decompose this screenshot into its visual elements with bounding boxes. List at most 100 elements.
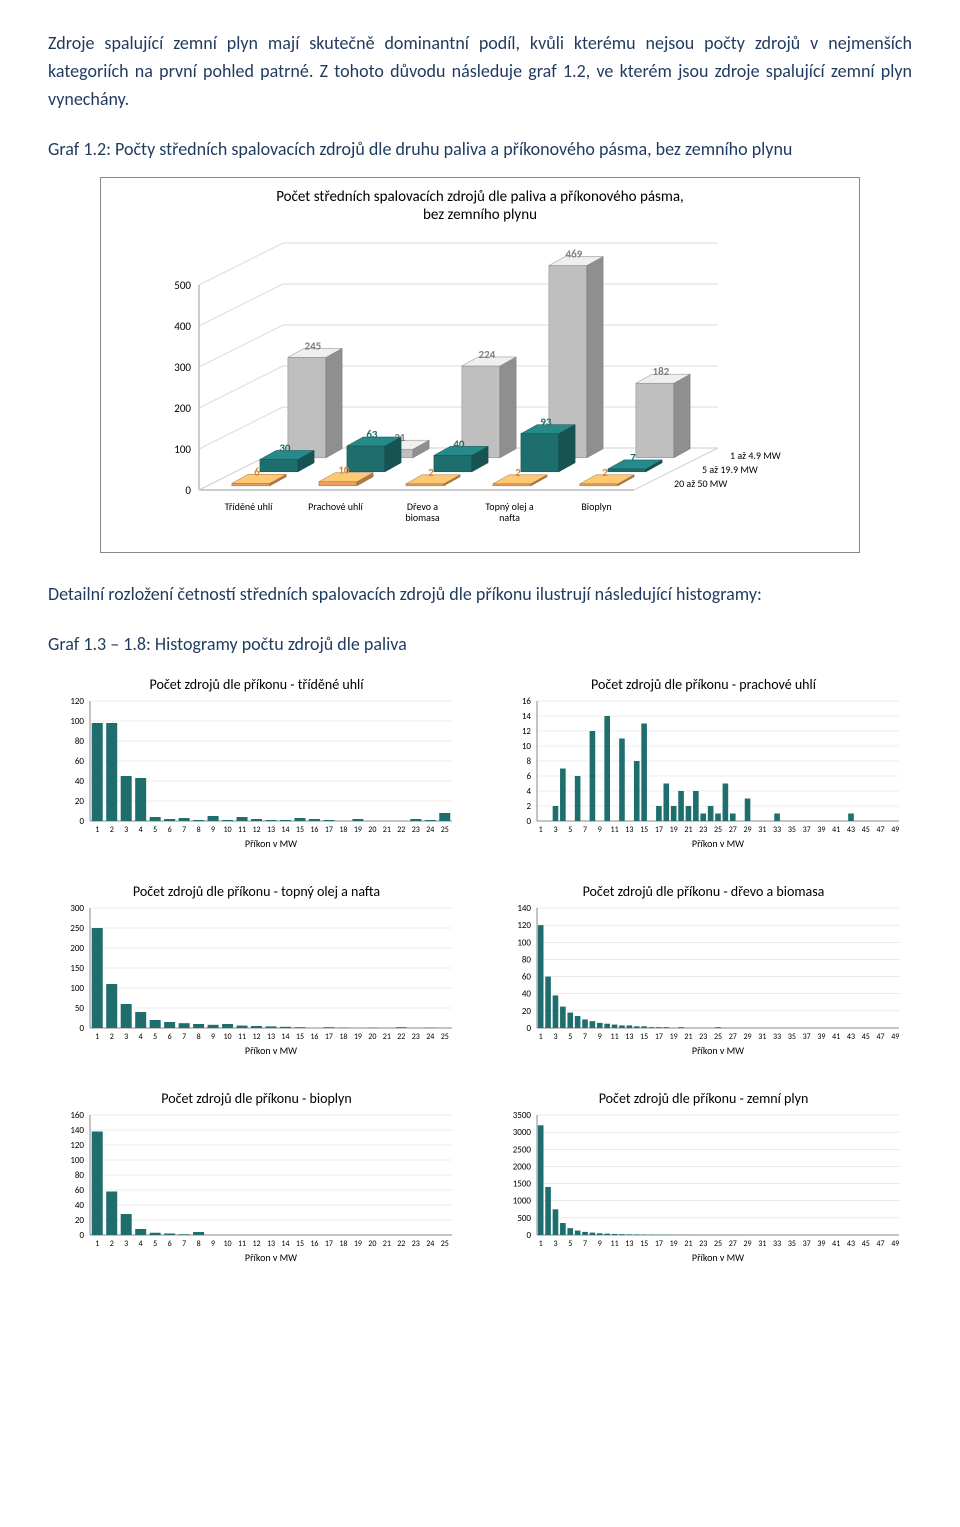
svg-text:1: 1 bbox=[95, 1239, 99, 1249]
svg-text:30: 30 bbox=[279, 441, 291, 454]
svg-text:63: 63 bbox=[366, 428, 378, 441]
svg-text:7: 7 bbox=[182, 825, 186, 835]
svg-text:35: 35 bbox=[788, 825, 796, 835]
svg-text:16: 16 bbox=[310, 1032, 318, 1042]
svg-text:16: 16 bbox=[522, 696, 532, 707]
histogram-3: Počet zdrojů dle příkonu - dřevo a bioma… bbox=[495, 877, 912, 1060]
svg-text:15: 15 bbox=[640, 825, 648, 835]
svg-text:23: 23 bbox=[412, 1032, 420, 1042]
svg-text:1000: 1000 bbox=[513, 1195, 532, 1206]
svg-text:120: 120 bbox=[70, 1140, 84, 1151]
svg-text:4: 4 bbox=[139, 825, 143, 835]
svg-text:nafta: nafta bbox=[499, 511, 520, 524]
svg-text:20: 20 bbox=[522, 1005, 532, 1016]
svg-text:2500: 2500 bbox=[513, 1144, 532, 1155]
svg-text:120: 120 bbox=[517, 920, 531, 931]
svg-text:10: 10 bbox=[224, 1239, 232, 1249]
svg-text:11: 11 bbox=[611, 1239, 619, 1249]
svg-text:23: 23 bbox=[699, 1239, 707, 1249]
svg-text:300: 300 bbox=[174, 361, 191, 374]
svg-text:6: 6 bbox=[168, 825, 172, 835]
svg-text:Příkon v MW: Příkon v MW bbox=[692, 837, 744, 850]
svg-text:20: 20 bbox=[368, 825, 376, 835]
histogram-title-3: Počet zdrojů dle příkonu - dřevo a bioma… bbox=[495, 883, 912, 900]
svg-text:biomasa: biomasa bbox=[405, 511, 440, 524]
svg-text:23: 23 bbox=[699, 825, 707, 835]
svg-text:0: 0 bbox=[526, 816, 531, 827]
svg-text:8: 8 bbox=[197, 825, 201, 835]
svg-text:4: 4 bbox=[526, 786, 531, 797]
svg-text:33: 33 bbox=[773, 825, 781, 835]
svg-text:5: 5 bbox=[153, 1239, 157, 1249]
svg-text:12: 12 bbox=[252, 1239, 260, 1249]
svg-text:11: 11 bbox=[238, 1239, 246, 1249]
svg-text:100: 100 bbox=[174, 443, 191, 456]
svg-text:29: 29 bbox=[743, 825, 751, 835]
svg-text:Příkon v MW: Příkon v MW bbox=[245, 1251, 297, 1264]
svg-text:60: 60 bbox=[522, 971, 532, 982]
svg-text:3: 3 bbox=[124, 1239, 128, 1249]
svg-text:13: 13 bbox=[267, 825, 275, 835]
svg-text:20: 20 bbox=[75, 796, 85, 807]
svg-text:27: 27 bbox=[729, 825, 737, 835]
svg-text:45: 45 bbox=[862, 1239, 870, 1249]
svg-text:15: 15 bbox=[296, 825, 304, 835]
svg-text:17: 17 bbox=[325, 1032, 333, 1042]
svg-text:1 až 4.9 MW: 1 až 4.9 MW bbox=[730, 449, 781, 462]
svg-text:6: 6 bbox=[254, 465, 260, 478]
svg-text:93: 93 bbox=[540, 415, 552, 428]
svg-text:5 až 19.9 MW: 5 až 19.9 MW bbox=[702, 463, 758, 476]
svg-text:18: 18 bbox=[339, 1239, 347, 1249]
svg-text:6: 6 bbox=[168, 1032, 172, 1042]
svg-text:24: 24 bbox=[426, 825, 434, 835]
paragraph-detail: Detailní rozložení četností středních sp… bbox=[48, 581, 912, 609]
svg-text:15: 15 bbox=[640, 1032, 648, 1042]
svg-text:13: 13 bbox=[625, 825, 633, 835]
svg-text:2: 2 bbox=[428, 465, 434, 478]
svg-text:23: 23 bbox=[412, 825, 420, 835]
svg-text:37: 37 bbox=[803, 1239, 811, 1249]
svg-text:0: 0 bbox=[79, 1230, 84, 1241]
svg-text:20 až 50 MW: 20 až 50 MW bbox=[674, 477, 727, 490]
svg-text:31: 31 bbox=[758, 825, 766, 835]
svg-text:29: 29 bbox=[743, 1032, 751, 1042]
histogram-5: Počet zdrojů dle příkonu - zemní plyn050… bbox=[495, 1084, 912, 1267]
histogram-2: Počet zdrojů dle příkonu - topný olej a … bbox=[48, 877, 465, 1060]
svg-text:7: 7 bbox=[583, 825, 587, 835]
svg-text:20: 20 bbox=[368, 1032, 376, 1042]
svg-text:20: 20 bbox=[368, 1239, 376, 1249]
svg-text:6: 6 bbox=[168, 1239, 172, 1249]
svg-text:15: 15 bbox=[296, 1032, 304, 1042]
svg-text:45: 45 bbox=[862, 825, 870, 835]
svg-text:49: 49 bbox=[891, 1032, 899, 1042]
svg-text:0: 0 bbox=[79, 816, 84, 827]
svg-text:10: 10 bbox=[224, 1032, 232, 1042]
svg-text:3: 3 bbox=[124, 825, 128, 835]
svg-text:182: 182 bbox=[653, 365, 670, 378]
svg-text:2000: 2000 bbox=[513, 1161, 532, 1172]
histogram-svg-0: 0204060801001201234567891011121314151617… bbox=[48, 695, 458, 853]
svg-text:500: 500 bbox=[517, 1212, 531, 1223]
svg-text:11: 11 bbox=[238, 825, 246, 835]
svg-text:14: 14 bbox=[281, 1032, 289, 1042]
svg-text:469: 469 bbox=[566, 247, 583, 260]
svg-text:49: 49 bbox=[891, 1239, 899, 1249]
svg-text:19: 19 bbox=[670, 825, 678, 835]
svg-text:47: 47 bbox=[876, 825, 884, 835]
svg-text:9: 9 bbox=[598, 1239, 602, 1249]
histogram-svg-1: 0246810121416135791113151719212325272931… bbox=[495, 695, 905, 853]
svg-text:27: 27 bbox=[729, 1032, 737, 1042]
histogram-title-4: Počet zdrojů dle příkonu - bioplyn bbox=[48, 1090, 465, 1107]
svg-text:12: 12 bbox=[252, 825, 260, 835]
svg-text:3: 3 bbox=[553, 1239, 557, 1249]
svg-text:21: 21 bbox=[684, 825, 692, 835]
svg-text:40: 40 bbox=[453, 437, 465, 450]
histogram-svg-2: 0501001502002503001234567891011121314151… bbox=[48, 902, 458, 1060]
svg-text:33: 33 bbox=[773, 1239, 781, 1249]
svg-text:17: 17 bbox=[655, 1239, 663, 1249]
svg-text:60: 60 bbox=[75, 1185, 85, 1196]
svg-text:47: 47 bbox=[876, 1032, 884, 1042]
svg-text:41: 41 bbox=[832, 825, 840, 835]
svg-text:1500: 1500 bbox=[513, 1178, 532, 1189]
svg-text:150: 150 bbox=[70, 963, 84, 974]
